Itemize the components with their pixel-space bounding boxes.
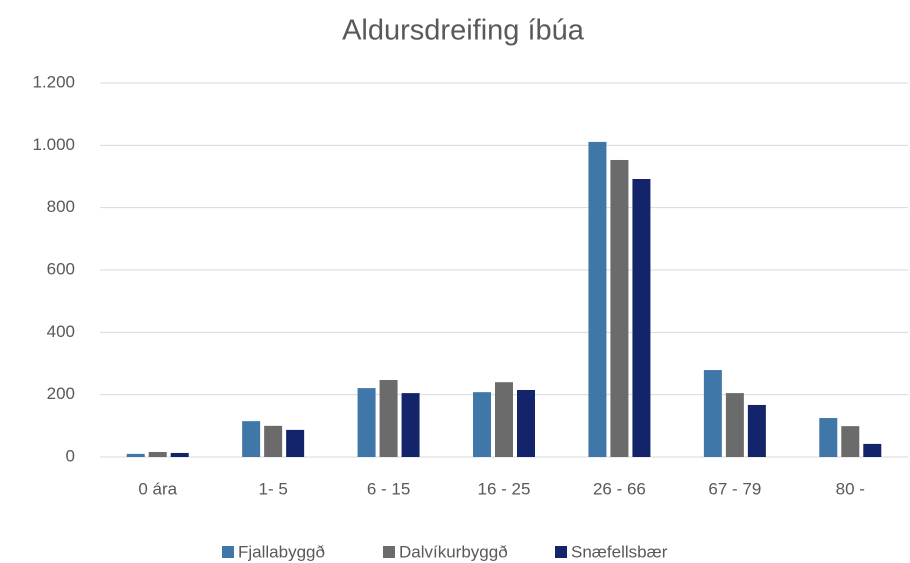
y-tick-label: 800 [47,197,75,216]
bar [401,393,420,457]
y-tick-label: 1.000 [32,135,75,154]
x-tick-label: 26 - 66 [593,479,646,498]
bar [725,393,744,457]
bar [379,380,398,457]
x-tick-label: 0 ára [138,479,177,498]
x-tick-label: 67 - 79 [708,479,761,498]
bar [170,452,189,457]
bar [632,178,651,457]
bar [264,425,283,457]
bar [517,389,535,457]
bar [588,141,607,457]
x-tick-label: 1- 5 [258,479,287,498]
bar [286,429,305,457]
bar [703,370,722,457]
y-tick-label: 200 [47,384,75,403]
chart-title: Aldursdreifing íbúa [342,15,585,47]
bar [473,392,491,457]
bar [148,452,167,457]
bar [841,426,860,457]
legend-swatch [222,546,234,558]
bar [863,443,882,457]
x-tick-label: 80 - [836,479,865,498]
y-tick-label: 400 [47,322,75,341]
x-tick-label: 6 - 15 [367,479,410,498]
y-tick-label: 1.200 [32,72,75,91]
y-tick-label: 0 [66,446,75,465]
bar [819,418,838,457]
bar [357,388,376,457]
bar [747,404,766,457]
bar [126,453,145,457]
bar [610,159,629,457]
legend-label: Snæfellsbær [571,542,668,561]
bar [242,421,261,457]
legend-label: Fjallabyggð [238,542,325,561]
y-tick-label: 600 [47,259,75,278]
legend-swatch [555,546,567,558]
bar [495,382,513,457]
x-tick-label: 16 - 25 [478,479,531,498]
legend-swatch [383,546,395,558]
legend-label: Dalvíkurbyggð [399,542,508,561]
